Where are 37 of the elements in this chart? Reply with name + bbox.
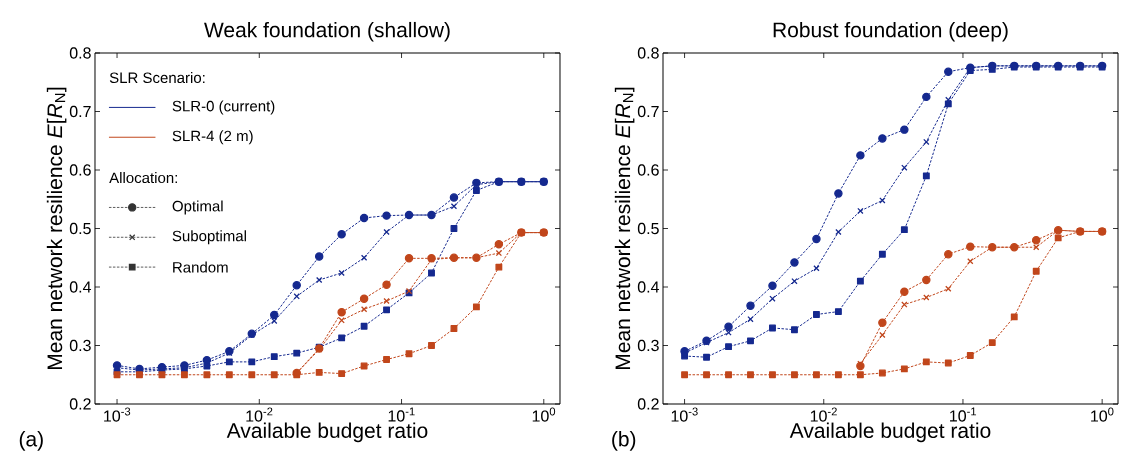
- y-tick-label: 0.7: [69, 105, 91, 118]
- x-tick-label: 10$^{-1}$: [950, 407, 977, 422]
- y-axis-title: Mean network resilience E[R$_{N}$]: [46, 87, 67, 369]
- annotation: Suboptimal: [172, 230, 246, 245]
- y-tick-label: 0.6: [69, 164, 91, 176]
- chart-title: Weak foundation (shallow): [204, 21, 450, 42]
- x-tick-label: 10$^{0}$: [1091, 407, 1114, 422]
- annotation: Optimal: [172, 200, 223, 215]
- y-tick-label: 0.7: [637, 105, 659, 118]
- y-tick-label: 0.3: [69, 339, 91, 352]
- annotation: SLR-0 (current): [172, 100, 275, 115]
- annotation: SLR-4 (2 m): [172, 130, 253, 145]
- y-tick-label: 0.8: [69, 47, 91, 59]
- x-tick-label: 10$^{-3}$: [671, 407, 698, 422]
- y-tick-label: 0.5: [69, 222, 91, 235]
- x-tick-label: 10$^{-3}$: [104, 407, 131, 422]
- y-tick-label: 0.4: [637, 281, 660, 293]
- chart-title: Robust foundation (deep): [773, 21, 1008, 42]
- y-tick-label: 0.5: [637, 222, 659, 235]
- text: (b): [612, 431, 636, 451]
- y-tick-label: 0.6: [637, 164, 659, 176]
- x-tick-label: 10$^{-1}$: [388, 407, 415, 422]
- y-tick-label: 0.2: [637, 398, 659, 410]
- y-axis-title: Mean network resilience E[R$_{N}$]: [614, 87, 635, 369]
- x-tick-label: 10$^{-2}$: [246, 407, 273, 422]
- x-axis-title: Available budget ratio: [226, 422, 428, 443]
- y-tick-label: 0.8: [637, 47, 659, 59]
- y-tick-label: 0.2: [69, 398, 91, 410]
- y-tick-label: 0.3: [637, 339, 659, 352]
- text: (a): [19, 431, 43, 451]
- y-tick-label: 0.4: [69, 281, 92, 293]
- x-tick-label: 10$^{0}$: [532, 407, 556, 422]
- annotation: Allocation:: [109, 172, 177, 184]
- legend-title: SLR Scenario:: [109, 72, 205, 84]
- annotation: Random: [173, 261, 228, 273]
- x-tick-label: 10$^{-2}$: [810, 407, 837, 422]
- x-axis-title: Available budget ratio: [789, 422, 991, 443]
